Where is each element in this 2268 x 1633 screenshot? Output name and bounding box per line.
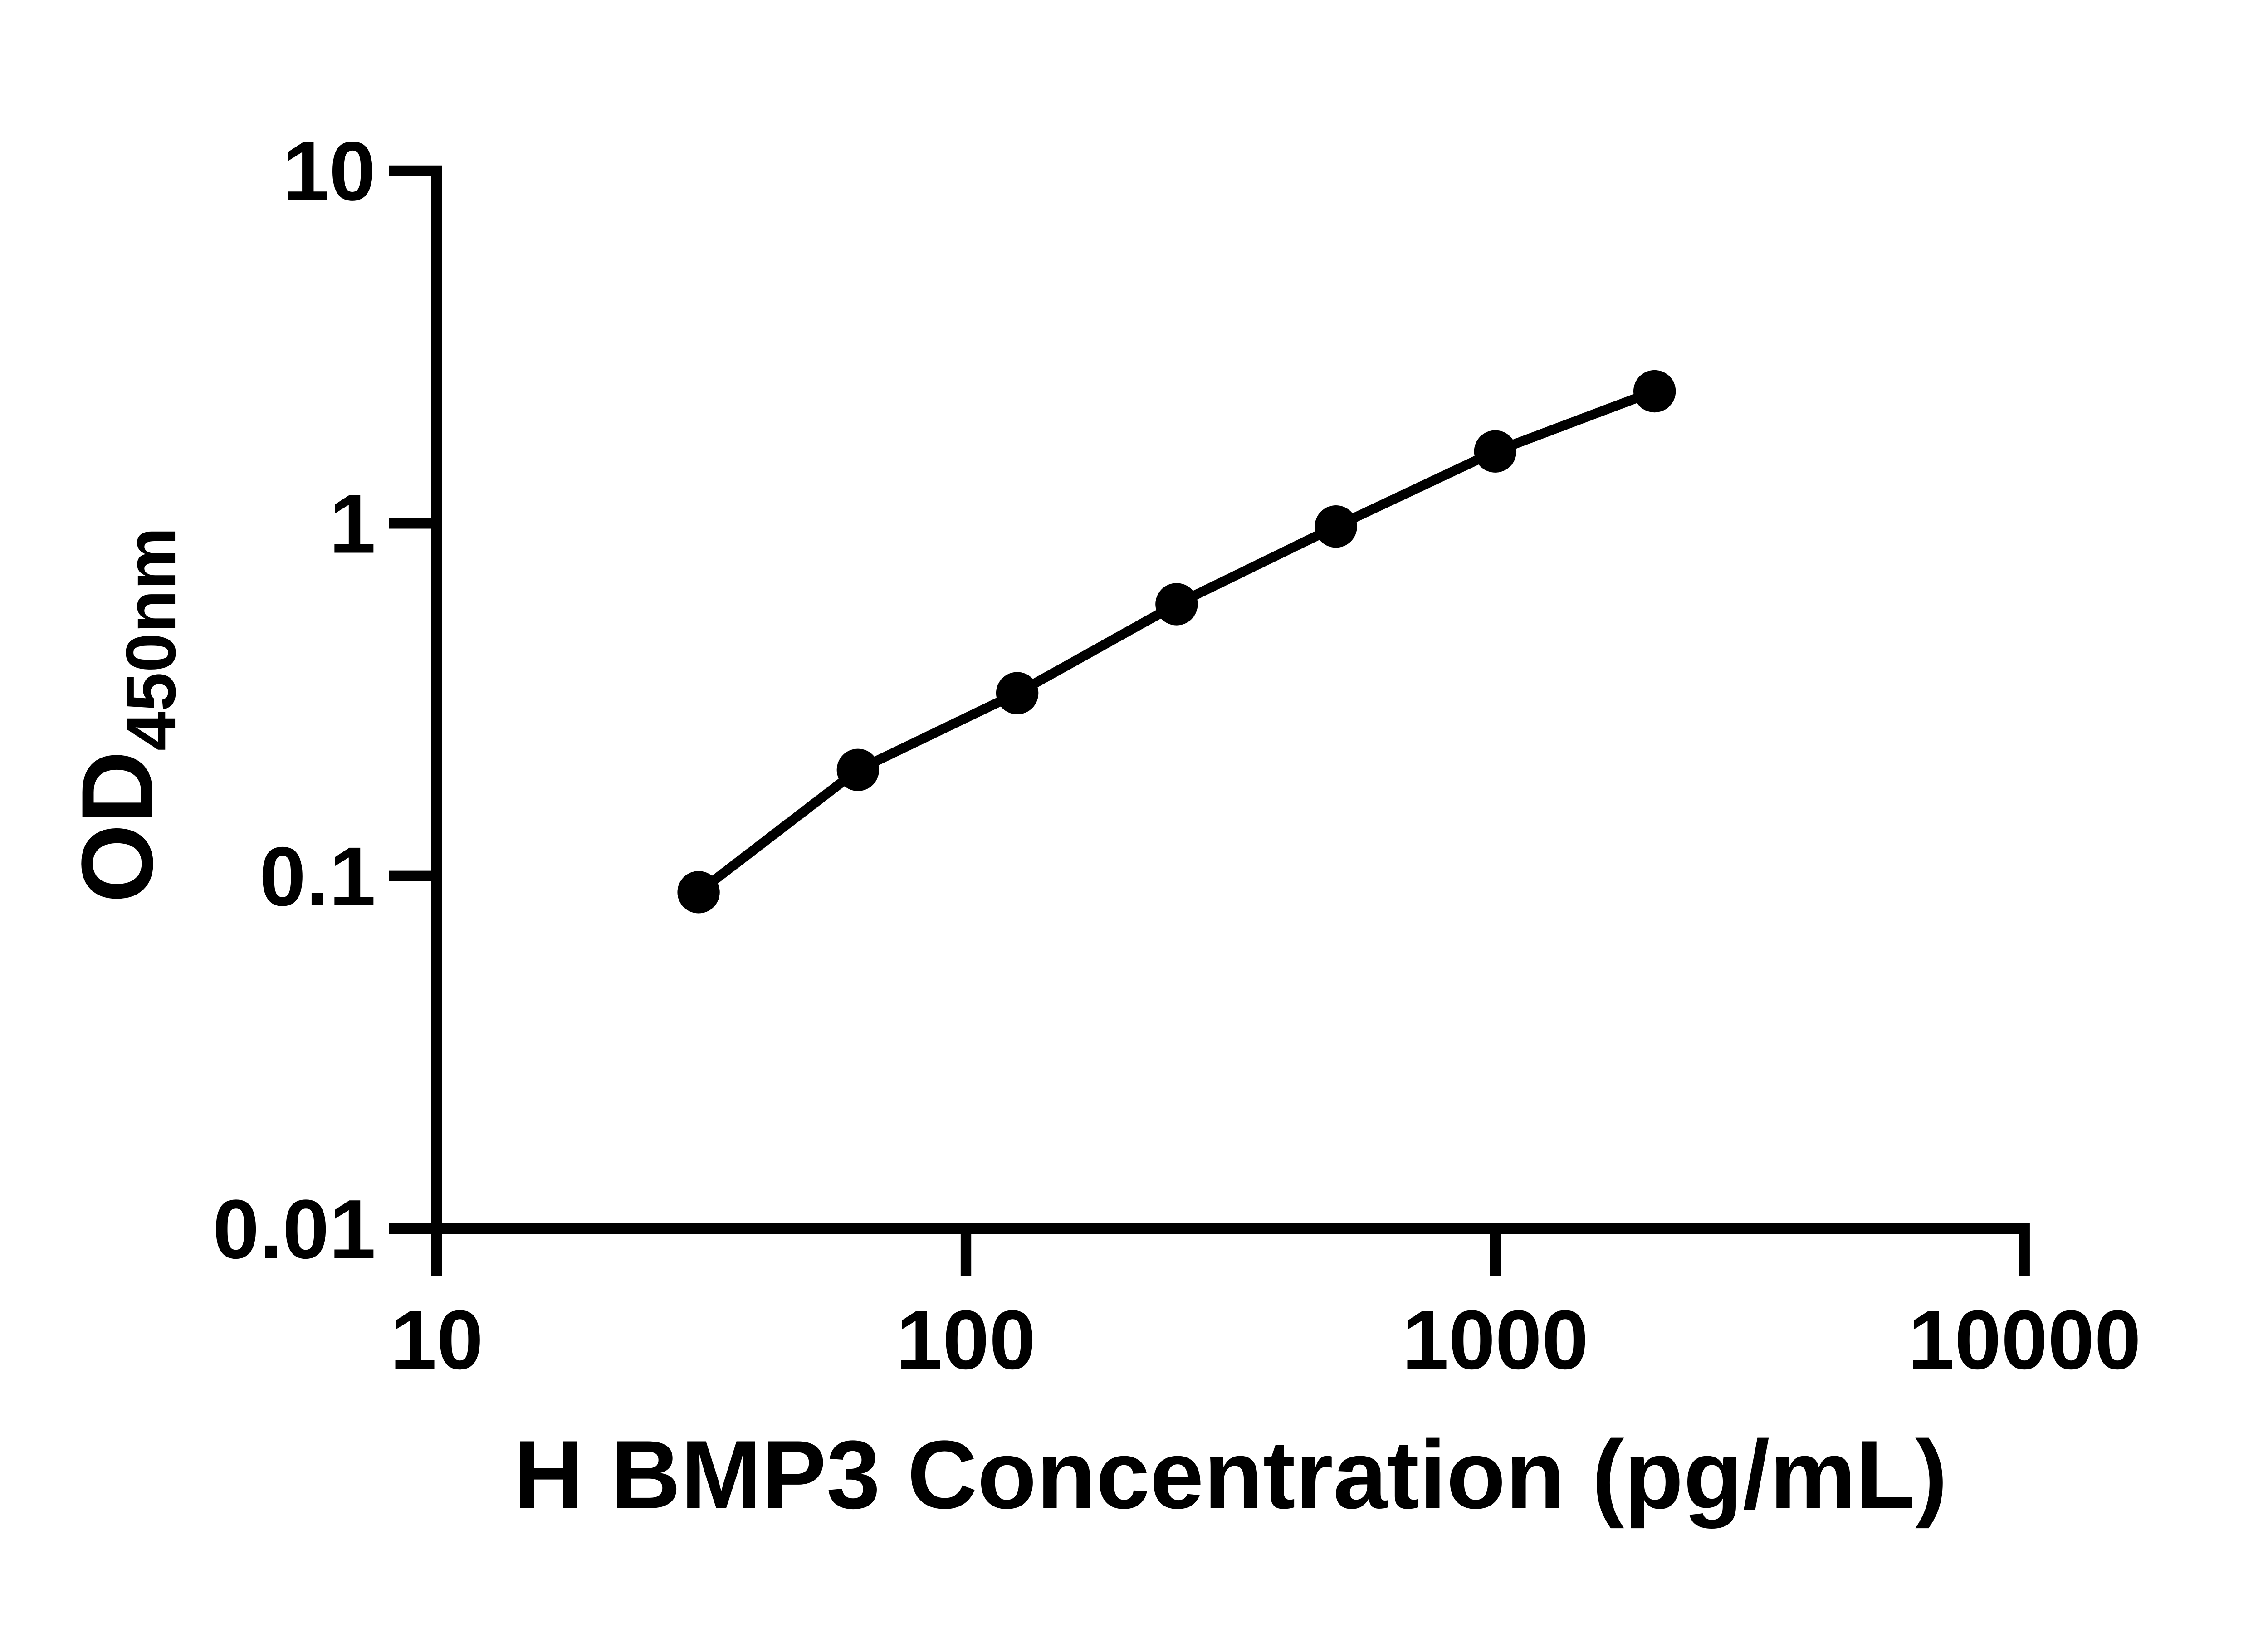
y-axis-title: OD450nm: [61, 527, 190, 903]
curve-line: [695, 386, 1657, 896]
y-tick-label: 1: [329, 478, 376, 571]
x-tick-label: 10000: [1908, 1293, 2141, 1387]
axes: [431, 171, 2025, 1234]
data-point: [1633, 370, 1676, 413]
y-axis-title-main: OD: [61, 751, 174, 903]
data-point: [996, 672, 1039, 714]
data-point: [1474, 430, 1517, 473]
y-tick-label: 0.1: [259, 830, 376, 924]
data-series: [677, 370, 1676, 914]
x-tick-label: 1000: [1402, 1293, 1589, 1387]
y-axis-title-subscript: 450nm: [111, 527, 190, 751]
data-point: [1155, 583, 1198, 626]
x-axis-tick-labels: 10 100 1000 10000: [390, 1293, 2141, 1387]
y-tick-label: 10: [283, 125, 376, 218]
data-point: [836, 748, 880, 791]
x-tick-label: 100: [896, 1293, 1036, 1387]
data-point: [677, 871, 720, 914]
x-tick-label: 10: [390, 1293, 483, 1387]
x-axis-title: H BMP3 Concentration (pg/mL): [513, 1421, 1947, 1529]
y-axis-tick-labels: 10 1 0.1 0.01: [213, 125, 376, 1276]
axis-ticks: [389, 165, 2030, 1276]
y-tick-label: 0.01: [213, 1183, 376, 1276]
data-point: [1315, 505, 1357, 548]
